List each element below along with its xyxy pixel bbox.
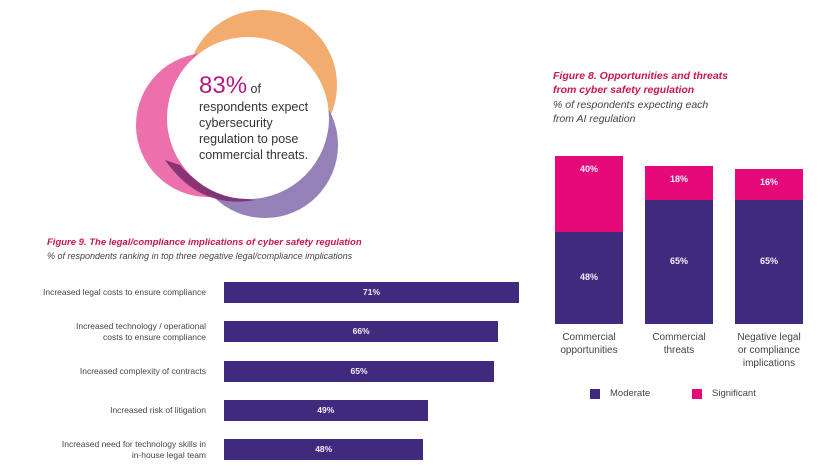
figure8-bar-significant (735, 169, 803, 200)
figure9-category-label: Increased risk of litigation (110, 405, 206, 416)
figure9-category-line: costs to ensure compliance (103, 331, 206, 342)
figure8-category-line: Commercial (652, 332, 706, 343)
figure8-title: Figure 8. Opportunities and threats from… (553, 69, 783, 97)
callout-center (167, 37, 329, 199)
legend-swatch-moderate (590, 389, 600, 399)
stat-callout-text: 83% of respondents expect cybersecurity … (199, 73, 329, 163)
figure8-value-label: 18% (669, 173, 688, 184)
figure8-category-line: implications (742, 358, 796, 369)
figure8-category-label: Commercial threats (629, 331, 729, 357)
figure9-category-label: Increased technology / operational costs … (76, 321, 206, 343)
figure9-value-label: 66% (352, 326, 370, 337)
figure8-bar-moderate (735, 199, 803, 324)
stat-line: commercial threats. (199, 148, 309, 162)
figure9-value-label: 65% (350, 365, 368, 376)
figure8-bar-significant (555, 156, 623, 233)
figure9-category-line: Increased technology / operational (76, 320, 206, 331)
figure9-bar (224, 282, 519, 303)
figure8-title-line: from cyber safety regulation (553, 84, 695, 96)
legend-swatch-significant (692, 389, 702, 399)
figure9-category-label: Increased need for technology skills in i… (62, 439, 206, 461)
figure8-category-label: Commercial opportunities (539, 331, 639, 357)
stat-line: regulation to pose (199, 132, 299, 146)
figure8-bar-significant (645, 165, 713, 200)
figure8-subtitle: % of respondents expecting each from AI … (553, 98, 783, 126)
figure9-category-line: Increased legal costs to ensure complian… (42, 287, 206, 297)
figure8-value-label: 65% (669, 255, 688, 266)
figure9-value-label: 48% (315, 444, 333, 455)
stat-callout-graphic (136, 10, 338, 218)
figure8-value-label: 16% (759, 177, 778, 188)
figure8-value-label: 48% (579, 272, 598, 283)
figure8-category-line: opportunities (560, 345, 618, 356)
figure9-category-line: Increased need for technology skills in (61, 438, 206, 449)
figure9-category-line: Increased complexity of contracts (79, 365, 206, 376)
figure9-bar (224, 439, 424, 461)
figure8-subtitle-line: from AI regulation (553, 113, 636, 125)
figure8-value-label: 40% (579, 164, 598, 174)
figure8-category-line: Negative legal (737, 332, 801, 343)
figure8-bar-moderate (645, 199, 713, 324)
figure8-category-line: or compliance (737, 345, 801, 356)
figure8-bar-moderate (555, 232, 623, 324)
ring-plum-overlap (165, 160, 255, 202)
figure9-category-line: in-house legal team (131, 449, 206, 460)
legend-label: Significant (712, 388, 756, 399)
figure8-value-label: 65% (759, 255, 778, 266)
legend-label: Moderate (610, 388, 651, 399)
figure9-title: Figure 9. The legal/compliance implicati… (47, 237, 362, 248)
stat-suffix: of (250, 82, 261, 96)
figure9-value-label: 49% (317, 404, 335, 415)
figure8-category-line: threats (663, 345, 695, 356)
figure8-subtitle-line: % of respondents expecting each (553, 99, 709, 111)
stat-line: cybersecurity (199, 116, 273, 130)
figure9-subtitle: % of respondents ranking in top three ne… (47, 251, 353, 261)
figure8-category-label: Negative legal or compliance implications (719, 331, 819, 370)
figure9-category-line: Increased risk of litigation (110, 404, 206, 415)
figure9-bar (224, 399, 428, 421)
figure8-category-line: Commercial (562, 332, 616, 343)
stat-value: 83% (199, 72, 248, 99)
stat-line: respondents expect (199, 100, 309, 114)
figure9-bar (224, 360, 495, 382)
figure9-category-label: Increased complexity of contracts (80, 366, 206, 377)
figure9-category-label: Increased legal costs to ensure complian… (43, 287, 206, 298)
figure9-bar (224, 321, 499, 343)
figure8-title-line: Figure 8. Opportunities and threats (553, 70, 729, 82)
figure9-value-label: 71% (362, 287, 380, 297)
